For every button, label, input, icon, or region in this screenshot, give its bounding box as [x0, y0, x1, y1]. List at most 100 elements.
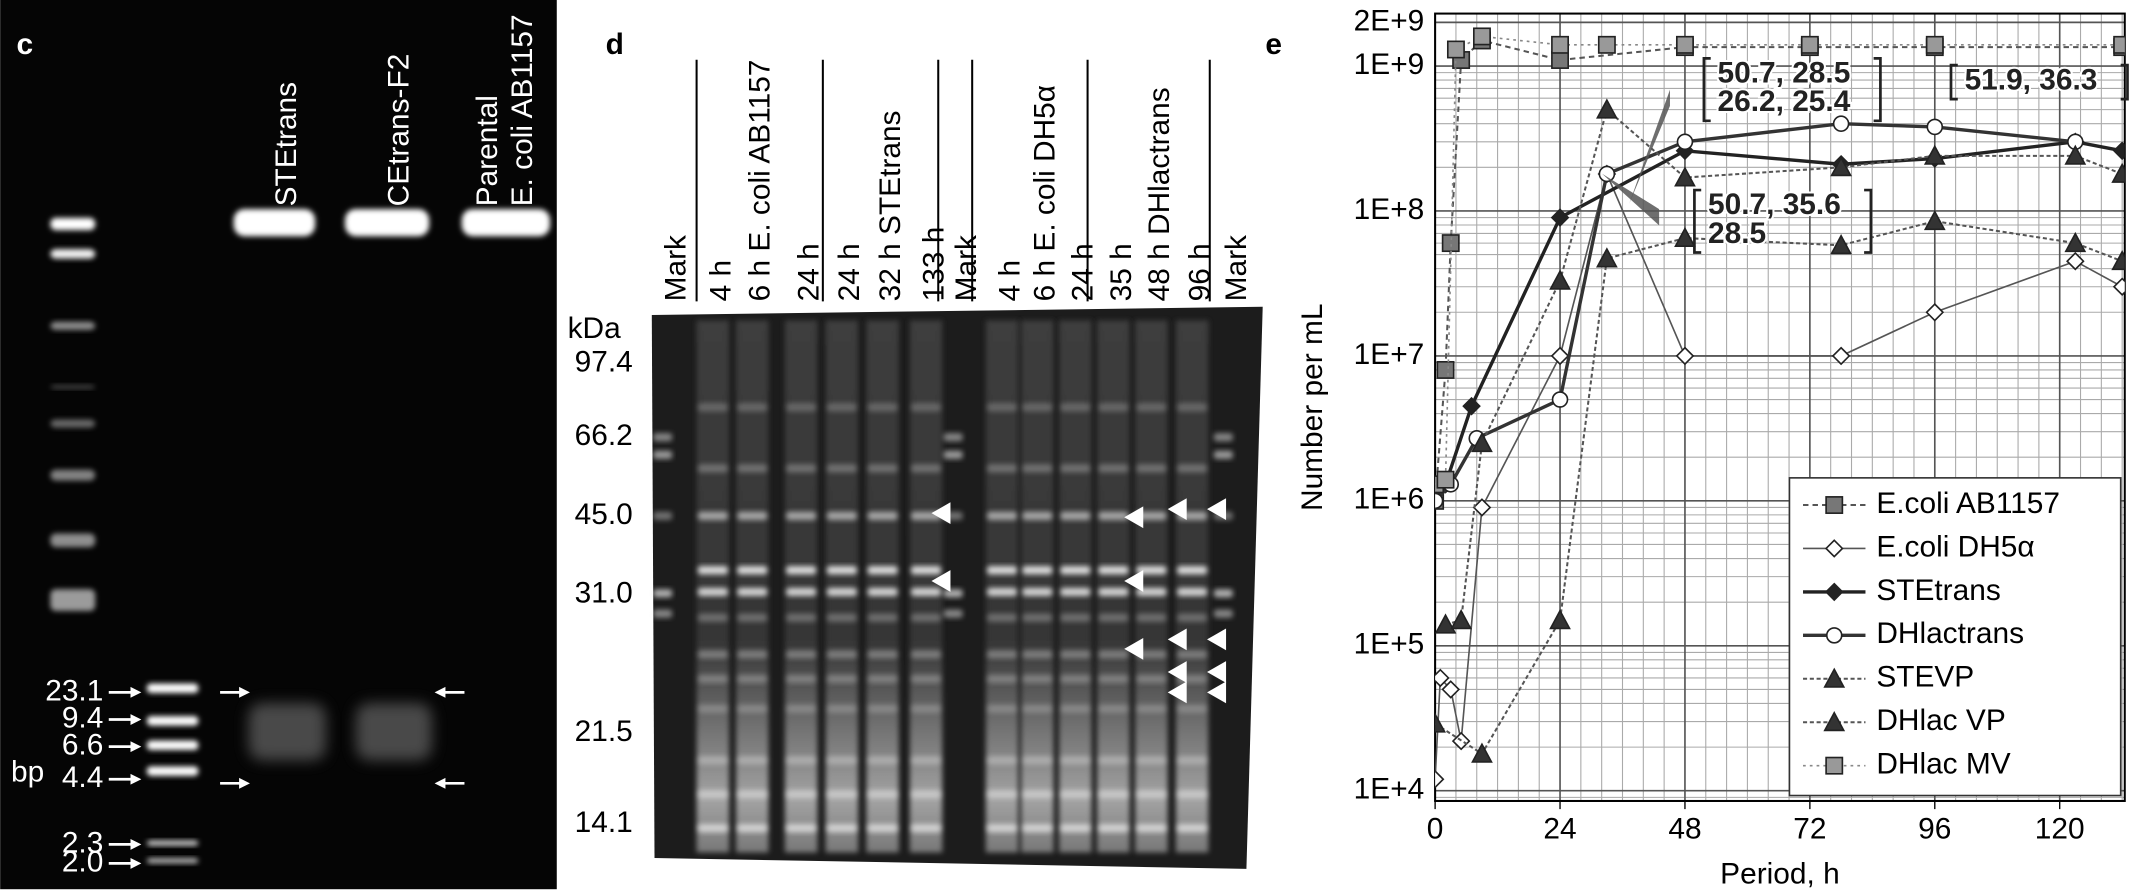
marker-arrowhead [130, 686, 142, 698]
callout-bracket [1864, 188, 1873, 254]
y-tick-label: 1E+5 [1354, 628, 1425, 661]
protein-band [697, 613, 728, 622]
gel-lane [1021, 320, 1054, 853]
gel-lane [866, 320, 899, 853]
ladder-band [50, 419, 96, 428]
protein-band [1136, 756, 1167, 765]
protein-band [786, 756, 817, 765]
lane-label: 48 h DHlactrans [1143, 87, 1176, 301]
protein-band [697, 403, 728, 412]
protein-band [867, 464, 898, 473]
protein-band [1060, 704, 1091, 713]
protein-band [987, 704, 1017, 713]
protein-band [911, 650, 941, 659]
ladder-band [50, 589, 96, 611]
ladder-band [146, 766, 199, 776]
band-indicator [1167, 628, 1187, 651]
marker-arrowhead [130, 857, 142, 869]
point [1824, 582, 1844, 602]
protein-band [1022, 650, 1053, 659]
band-indicator [931, 570, 951, 592]
gel-lane [1059, 320, 1092, 853]
protein-band [653, 609, 673, 618]
protein-band [1098, 403, 1129, 412]
protein-band [1177, 613, 1208, 622]
callout-text: 50.7, 35.6 [1708, 188, 1841, 221]
protein-band [653, 511, 673, 520]
point [1800, 35, 1819, 54]
protein-band [1213, 450, 1233, 459]
protein-band [697, 464, 728, 473]
point [1471, 742, 1493, 763]
x-axis-label: Period, h [1720, 858, 1840, 891]
point [2066, 251, 2085, 271]
point [1675, 346, 1695, 366]
protein-band [737, 756, 768, 765]
lane-label: CEtrans-F2 [383, 54, 416, 207]
marker-arrowhead [130, 741, 142, 753]
series-line [1445, 107, 2123, 626]
protein-band [786, 566, 817, 575]
protein-band [1060, 464, 1091, 473]
y-tick-label: 1E+9 [1354, 48, 1425, 81]
protein-band [867, 587, 898, 596]
protein-band [653, 589, 673, 598]
point [1824, 539, 1844, 558]
protein-band [1136, 704, 1167, 713]
gel-lane [1097, 320, 1130, 853]
protein-band [867, 613, 898, 622]
point [1598, 165, 1616, 183]
ladder-band [146, 740, 199, 751]
protein-band [943, 433, 963, 442]
protein-band [697, 704, 728, 713]
size-marker: 9.4 [62, 701, 104, 734]
protein-band [867, 511, 898, 520]
marker-arrowhead [130, 838, 142, 850]
point [1435, 668, 1450, 688]
unit-label: bp [11, 756, 44, 789]
protein-band [1022, 674, 1053, 683]
point [1436, 360, 1455, 379]
protein-band [987, 674, 1017, 683]
protein-band [697, 674, 728, 683]
point [1923, 209, 1946, 231]
protein-band [911, 824, 941, 833]
point [1823, 667, 1846, 688]
ladder-band [146, 716, 199, 726]
lane-label: 24 h [833, 243, 866, 301]
ladder-band [50, 217, 96, 231]
marker-arrowhead [130, 773, 142, 785]
lane-label: 4 h [993, 260, 1026, 302]
y-tick-label: 1E+4 [1354, 773, 1425, 806]
protein-band [737, 704, 768, 713]
lane-label: 6 h E. coli DH5α [1029, 85, 1062, 301]
lane-label: 24 h [793, 243, 826, 301]
protein-band [1136, 587, 1167, 596]
protein-band [1022, 587, 1053, 596]
band-indicator [1167, 681, 1187, 704]
point [2111, 162, 2125, 183]
protein-band [987, 650, 1017, 659]
dna-smear [355, 703, 432, 761]
x-tick-label: 24 [1543, 813, 1576, 846]
protein-band [697, 824, 728, 833]
point [1597, 35, 1616, 54]
band-arrowhead [239, 777, 250, 789]
ladder-band [50, 321, 96, 330]
protein-band [1098, 756, 1129, 765]
dna-band [344, 209, 430, 237]
protein-band [987, 790, 1017, 799]
legend-label: DHlac MV [1876, 748, 2010, 781]
protein-band [786, 674, 817, 683]
protein-band [737, 824, 768, 833]
protein-band [911, 587, 941, 596]
protein-band [1177, 464, 1208, 473]
y-tick-label: 2E+9 [1354, 4, 1425, 37]
point [1830, 156, 1852, 177]
callout-bracket [1949, 63, 1958, 101]
series-line [1435, 35, 2123, 486]
protein-band [1022, 790, 1053, 799]
unit-label: kDa [568, 312, 621, 345]
protein-band [786, 403, 817, 412]
x-tick-label: 0 [1427, 813, 1444, 846]
